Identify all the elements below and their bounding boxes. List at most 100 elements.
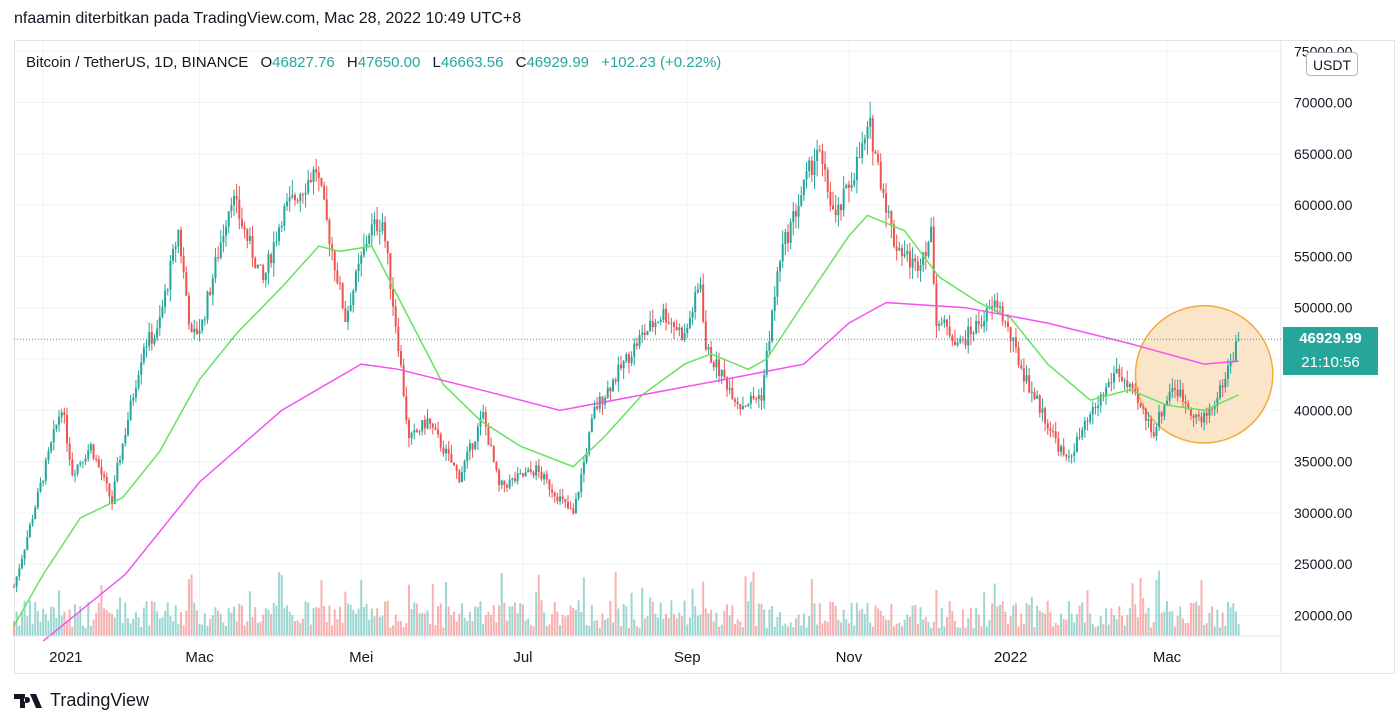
volume-bar — [195, 610, 198, 636]
candle-body — [635, 343, 638, 347]
candle-body — [781, 244, 784, 262]
volume-bar — [1147, 607, 1150, 636]
tradingview-logo-icon — [14, 693, 42, 708]
volume-bar — [378, 616, 381, 636]
candle-body — [1134, 388, 1137, 394]
candle-body — [874, 151, 877, 154]
volume-bar — [479, 601, 482, 636]
currency-unit-button[interactable]: USDT — [1306, 52, 1358, 76]
volume-bar — [1123, 625, 1126, 636]
volume-bar — [254, 607, 257, 636]
grid — [14, 41, 1281, 636]
candle-body — [365, 243, 368, 247]
volume-bar — [855, 602, 858, 636]
candle-body — [399, 351, 402, 366]
candle-body — [728, 387, 731, 390]
volume-bar — [665, 613, 668, 636]
volume-bar — [1200, 579, 1203, 636]
volume-bar — [1197, 605, 1200, 636]
volume-bar — [911, 605, 914, 636]
volume-bar — [251, 616, 254, 636]
candle-body — [362, 246, 365, 256]
candle-body — [13, 586, 15, 588]
candle-body — [951, 336, 954, 342]
volume-bar — [972, 627, 975, 636]
volume-bar — [105, 610, 108, 636]
candle-body — [540, 471, 543, 480]
volume-bar — [680, 616, 683, 636]
volume-bar — [233, 606, 236, 636]
volume-bar — [1102, 624, 1105, 636]
candle-body — [323, 185, 326, 200]
volume-bar — [797, 614, 800, 636]
candle-body — [299, 194, 302, 202]
volume-bar — [134, 612, 137, 636]
volume-bar — [240, 605, 243, 636]
candle-body — [625, 354, 628, 362]
candle-body — [723, 369, 726, 378]
volume-bar — [1062, 618, 1065, 636]
candle-body — [646, 330, 649, 335]
candle-body — [1155, 427, 1158, 437]
candle-body — [519, 473, 522, 475]
volume-bar — [673, 614, 676, 636]
volume-bar — [506, 620, 509, 636]
candle-body — [402, 365, 405, 397]
volume-bar — [821, 623, 824, 636]
candle-body — [172, 248, 175, 262]
candle-body — [126, 420, 129, 435]
volume-bar — [996, 606, 999, 636]
volume-bar — [858, 610, 861, 636]
volume-bar — [779, 612, 782, 636]
volume-bar — [1163, 611, 1166, 636]
candle-body — [529, 469, 532, 473]
candle-body — [346, 310, 349, 323]
candle-body — [132, 397, 135, 401]
volume-bar — [556, 611, 559, 636]
symbol-label: Bitcoin / TetherUS, 1D, BINANCE — [26, 54, 249, 71]
candle-body — [654, 322, 657, 328]
candle-body — [251, 236, 254, 259]
candle-body — [760, 395, 763, 401]
tradingview-brand[interactable]: TradingView — [14, 690, 149, 711]
candle-body — [73, 474, 76, 476]
volume-bar — [108, 612, 111, 636]
candle-body — [1091, 407, 1094, 415]
volume-bar — [190, 574, 193, 636]
candle-body — [140, 362, 143, 375]
candle-body — [1203, 412, 1206, 423]
volume-bar — [612, 622, 615, 636]
volume-bar — [132, 618, 135, 636]
candle-body — [68, 443, 71, 460]
volume-bar — [1036, 605, 1039, 636]
volume-bar — [572, 607, 575, 636]
candle-body — [182, 256, 185, 273]
candle-body — [288, 197, 291, 202]
volume-bar — [885, 619, 888, 636]
volume-bar — [1107, 624, 1110, 636]
volume-bar — [678, 612, 681, 636]
candle-body — [903, 253, 906, 257]
volume-bar — [866, 602, 869, 636]
candle-body — [566, 502, 569, 508]
candle-body — [948, 326, 951, 337]
candle-body — [763, 374, 766, 401]
volume-bar — [747, 601, 750, 636]
candle-body — [195, 328, 198, 335]
volume-bar — [890, 603, 893, 636]
candle-body — [259, 264, 262, 266]
volume-bar — [633, 619, 636, 636]
volume-bar — [397, 621, 400, 636]
candle-body — [235, 195, 238, 200]
candle-body — [513, 478, 516, 482]
volume-bar — [1176, 615, 1179, 636]
candle-body — [39, 482, 42, 492]
candle-body — [1075, 437, 1078, 453]
candle-body — [556, 496, 559, 502]
volume-bar — [20, 612, 23, 636]
candle-body — [861, 143, 864, 158]
candle-body — [1163, 405, 1166, 417]
volume-bar — [89, 625, 92, 636]
candle-body — [233, 195, 236, 206]
